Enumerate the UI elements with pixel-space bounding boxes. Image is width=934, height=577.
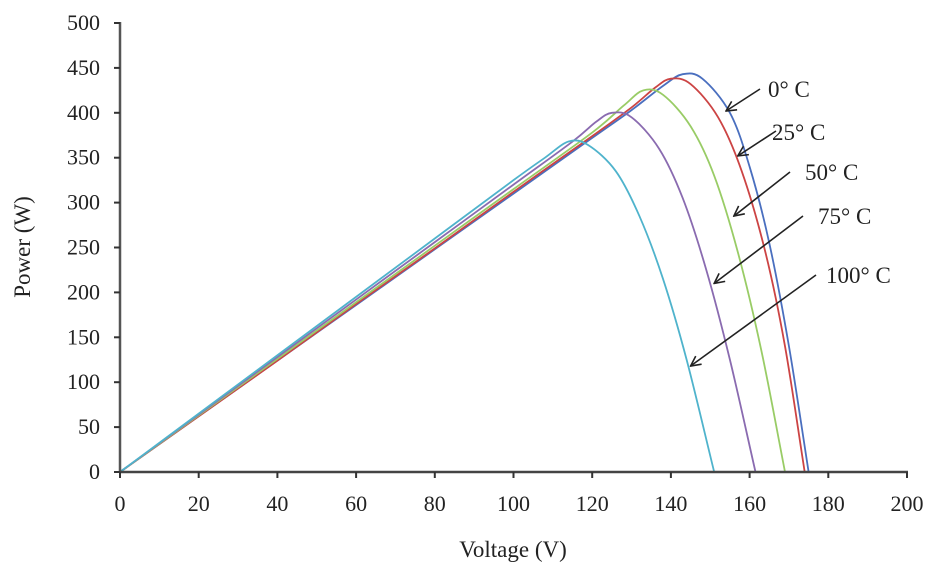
y-tick-label: 200 xyxy=(67,279,100,304)
y-tick-label: 450 xyxy=(67,55,100,80)
x-tick-label: 140 xyxy=(654,491,687,516)
annotation-arrow xyxy=(726,88,761,111)
annotation-layer: 0° C 25° C 50° C 75° C 100° C xyxy=(691,77,891,366)
x-tick-label: 120 xyxy=(576,491,609,516)
series-line-100c xyxy=(119,139,907,473)
annotation-arrow xyxy=(691,274,817,366)
x-tick-label: 80 xyxy=(424,491,446,516)
y-tick-label: 0 xyxy=(89,459,100,484)
x-axis-title: Voltage (V) xyxy=(459,537,567,562)
annotation-label: 50° C xyxy=(805,160,858,185)
x-tick-label: 20 xyxy=(188,491,210,516)
y-tick-label: 250 xyxy=(67,235,100,260)
y-axis-title: Power (W) xyxy=(10,196,35,298)
x-tick-label: 40 xyxy=(266,491,288,516)
y-tick-label: 300 xyxy=(67,190,100,215)
annotation-label: 25° C xyxy=(772,120,825,145)
annotation-arrow xyxy=(738,130,777,156)
series-line-50c xyxy=(119,88,907,473)
series-line-25c xyxy=(119,77,907,473)
y-tick-label: 50 xyxy=(78,414,100,439)
x-tick-label: 200 xyxy=(891,491,924,516)
y-tick-label: 400 xyxy=(67,100,100,125)
series-layer xyxy=(119,72,907,473)
annotation-label: 100° C xyxy=(826,263,891,288)
annotation-arrow xyxy=(714,215,804,283)
y-tick-label: 100 xyxy=(67,369,100,394)
axes-layer: 0 50 100 150 200 250 300 350 400 450 500 0 20 40 60 80 1… xyxy=(67,10,924,516)
y-tick-label: 150 xyxy=(67,324,100,349)
x-tick-label: 180 xyxy=(812,491,845,516)
x-tick-label: 60 xyxy=(345,491,367,516)
annotation-label: 75° C xyxy=(818,204,871,229)
y-tick-label: 500 xyxy=(67,10,100,35)
x-tick-label: 160 xyxy=(733,491,766,516)
annotation-arrow xyxy=(734,171,791,216)
x-tick-label: 100 xyxy=(497,491,530,516)
series-line-75c xyxy=(119,111,907,473)
annotation-label: 0° C xyxy=(768,77,810,102)
x-tick-label: 0 xyxy=(115,491,126,516)
y-tick-label: 350 xyxy=(67,145,100,170)
